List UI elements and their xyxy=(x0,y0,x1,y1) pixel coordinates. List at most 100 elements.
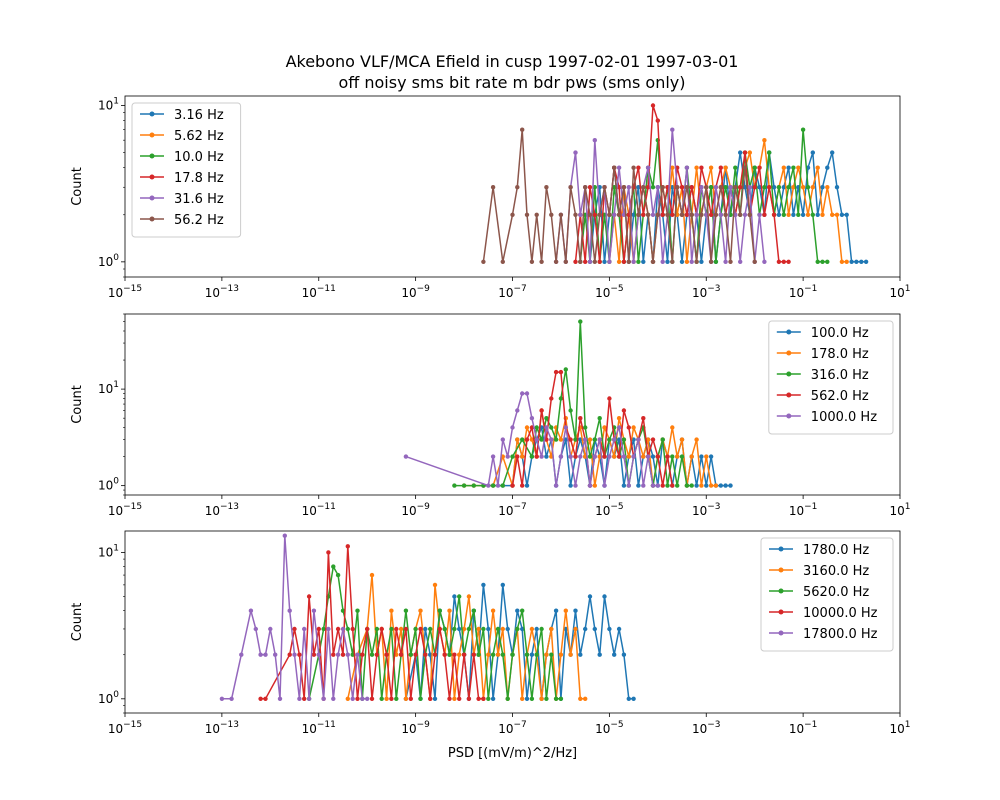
data-point xyxy=(800,212,806,217)
data-point xyxy=(597,652,602,657)
data-point xyxy=(369,652,375,657)
data-point xyxy=(791,185,796,190)
y-axis-label: Count xyxy=(70,603,85,642)
data-point xyxy=(670,454,675,459)
data-point xyxy=(408,652,413,657)
data-point xyxy=(641,259,646,264)
data-point xyxy=(447,696,452,701)
data-point xyxy=(578,212,583,217)
data-point xyxy=(723,185,728,190)
data-point xyxy=(490,696,496,701)
data-point xyxy=(578,696,583,701)
data-point xyxy=(350,696,355,701)
data-point xyxy=(626,483,631,488)
data-point xyxy=(573,454,578,459)
x-tick-label: 10−1 xyxy=(789,720,818,736)
data-point xyxy=(660,212,665,217)
x-tick-label: 10−11 xyxy=(302,502,336,518)
legend-marker xyxy=(149,195,155,201)
data-point xyxy=(258,696,263,701)
data-point xyxy=(369,696,375,701)
data-point xyxy=(573,626,578,632)
data-point xyxy=(587,437,593,442)
data-point xyxy=(263,696,268,701)
data-point xyxy=(476,696,481,701)
data-point xyxy=(616,259,622,264)
data-point xyxy=(616,626,622,632)
data-point xyxy=(471,608,476,613)
data-point xyxy=(219,696,225,701)
legend-item: 56.2 Hz xyxy=(140,213,224,228)
legend-marker xyxy=(149,153,155,159)
data-point xyxy=(621,454,627,459)
data-point xyxy=(481,626,486,632)
data-point xyxy=(277,696,283,701)
data-point xyxy=(432,696,438,701)
legend-marker xyxy=(149,174,155,180)
legend: 1780.0 Hz 3160.0 Hz 5620.0 Hz 10000.0 Hz 178… xyxy=(760,537,894,652)
legend-marker xyxy=(778,609,784,615)
data-point xyxy=(786,212,791,217)
data-point xyxy=(820,185,825,190)
data-point xyxy=(558,652,564,657)
data-point xyxy=(699,165,704,170)
series-layer xyxy=(481,103,869,264)
data-point xyxy=(839,259,845,264)
data-point xyxy=(340,626,346,632)
data-point xyxy=(621,259,627,264)
legend-label: 1000.0 Hz xyxy=(811,410,877,425)
data-point xyxy=(636,483,641,488)
data-point xyxy=(708,483,714,488)
data-point xyxy=(384,652,389,657)
legend-marker xyxy=(778,546,784,552)
data-point xyxy=(544,454,549,459)
x-tick-label: 10−11 xyxy=(302,720,336,736)
data-point xyxy=(776,259,782,264)
data-point xyxy=(292,652,297,657)
data-point xyxy=(568,408,573,413)
data-point xyxy=(326,626,331,632)
data-point xyxy=(534,454,539,459)
data-point xyxy=(670,127,675,132)
data-point xyxy=(558,454,564,459)
data-point xyxy=(592,483,597,488)
data-point xyxy=(583,425,588,430)
data-point xyxy=(626,425,631,430)
data-point xyxy=(655,185,660,190)
legend: 100.0 Hz 178.0 Hz 316.0 Hz 562.0 Hz 1000.0 H… xyxy=(768,320,894,435)
x-tick-label: 10−1 xyxy=(789,502,818,518)
plot-frame xyxy=(124,530,901,714)
data-point xyxy=(708,454,714,459)
data-point xyxy=(713,483,719,488)
data-point xyxy=(520,454,525,459)
legend-label: 178.0 Hz xyxy=(811,347,869,362)
data-point xyxy=(447,652,452,657)
data-point xyxy=(699,483,704,488)
data-point xyxy=(573,212,578,217)
data-point xyxy=(650,212,656,217)
legend-item: 1000.0 Hz xyxy=(776,410,877,425)
subplot-container: 10−15 10−13 10−11 10−9 10−7 10−5 10−3 10−1 101 10… xyxy=(70,95,911,761)
data-point xyxy=(316,652,321,657)
data-point xyxy=(631,696,636,701)
data-point xyxy=(631,165,636,170)
x-tick-label: 10−1 xyxy=(789,284,818,300)
data-point xyxy=(534,437,539,442)
data-point xyxy=(442,652,447,657)
data-point xyxy=(684,212,690,217)
data-point xyxy=(524,483,530,488)
data-point xyxy=(747,212,752,217)
data-point xyxy=(679,259,685,264)
data-point xyxy=(268,626,273,632)
data-point xyxy=(650,483,656,488)
data-point xyxy=(645,185,651,190)
legend-label: 5.62 Hz xyxy=(174,129,224,144)
data-point xyxy=(471,483,476,488)
data-point xyxy=(607,626,612,632)
data-point xyxy=(694,212,699,217)
data-point xyxy=(665,212,670,217)
data-point xyxy=(365,696,370,701)
legend-label: 17.8 Hz xyxy=(174,171,224,186)
data-point xyxy=(708,259,714,264)
